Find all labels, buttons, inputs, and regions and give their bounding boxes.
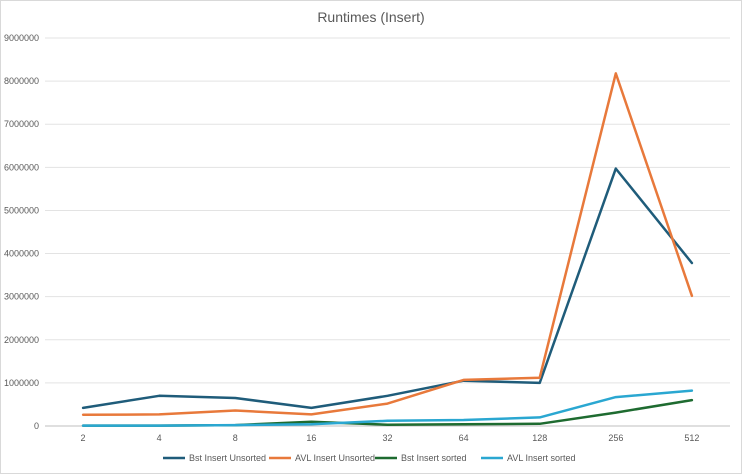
y-axis-ticks: 0 1000000 2000000 3000000 4000000 5000000 6000…	[4, 33, 39, 431]
gridlines	[45, 37, 730, 427]
y-tick-label: 4000000	[4, 249, 39, 259]
legend-label: Bst Insert Unsorted	[189, 453, 266, 463]
x-axis-ticks: 2 4 8 16 32 64 128 256 512	[81, 433, 700, 443]
y-tick-label: 9000000	[4, 33, 39, 43]
x-tick-label: 32	[382, 433, 392, 443]
x-tick-label: 512	[684, 433, 699, 443]
legend-label: AVL Insert sorted	[507, 453, 576, 463]
x-tick-label: 256	[608, 433, 623, 443]
y-tick-label: 5000000	[4, 205, 39, 215]
y-tick-label: 1000000	[4, 378, 39, 388]
y-tick-label: 6000000	[4, 162, 39, 172]
series-line-4	[81, 389, 694, 427]
y-tick-label: 0	[34, 421, 39, 431]
x-tick-label: 4	[157, 433, 162, 443]
x-tick-label: 8	[233, 433, 238, 443]
x-tick-label: 16	[306, 433, 316, 443]
legend: Bst Insert Unsorted AVL Insert Unsorted Bs…	[163, 453, 576, 463]
x-tick-label: 2	[81, 433, 86, 443]
y-tick-label: 2000000	[4, 335, 39, 345]
series-line-1	[81, 167, 694, 410]
x-tick-label: 64	[459, 433, 469, 443]
legend-label: AVL Insert Unsorted	[295, 453, 375, 463]
chart-title: Runtimes (Insert)	[317, 9, 424, 25]
y-tick-label: 8000000	[4, 76, 39, 86]
x-tick-label: 128	[532, 433, 547, 443]
series-lines	[81, 72, 694, 427]
series-line-2	[81, 72, 694, 417]
y-tick-label: 7000000	[4, 119, 39, 129]
y-tick-label: 3000000	[4, 292, 39, 302]
legend-label: Bst Insert sorted	[401, 453, 467, 463]
